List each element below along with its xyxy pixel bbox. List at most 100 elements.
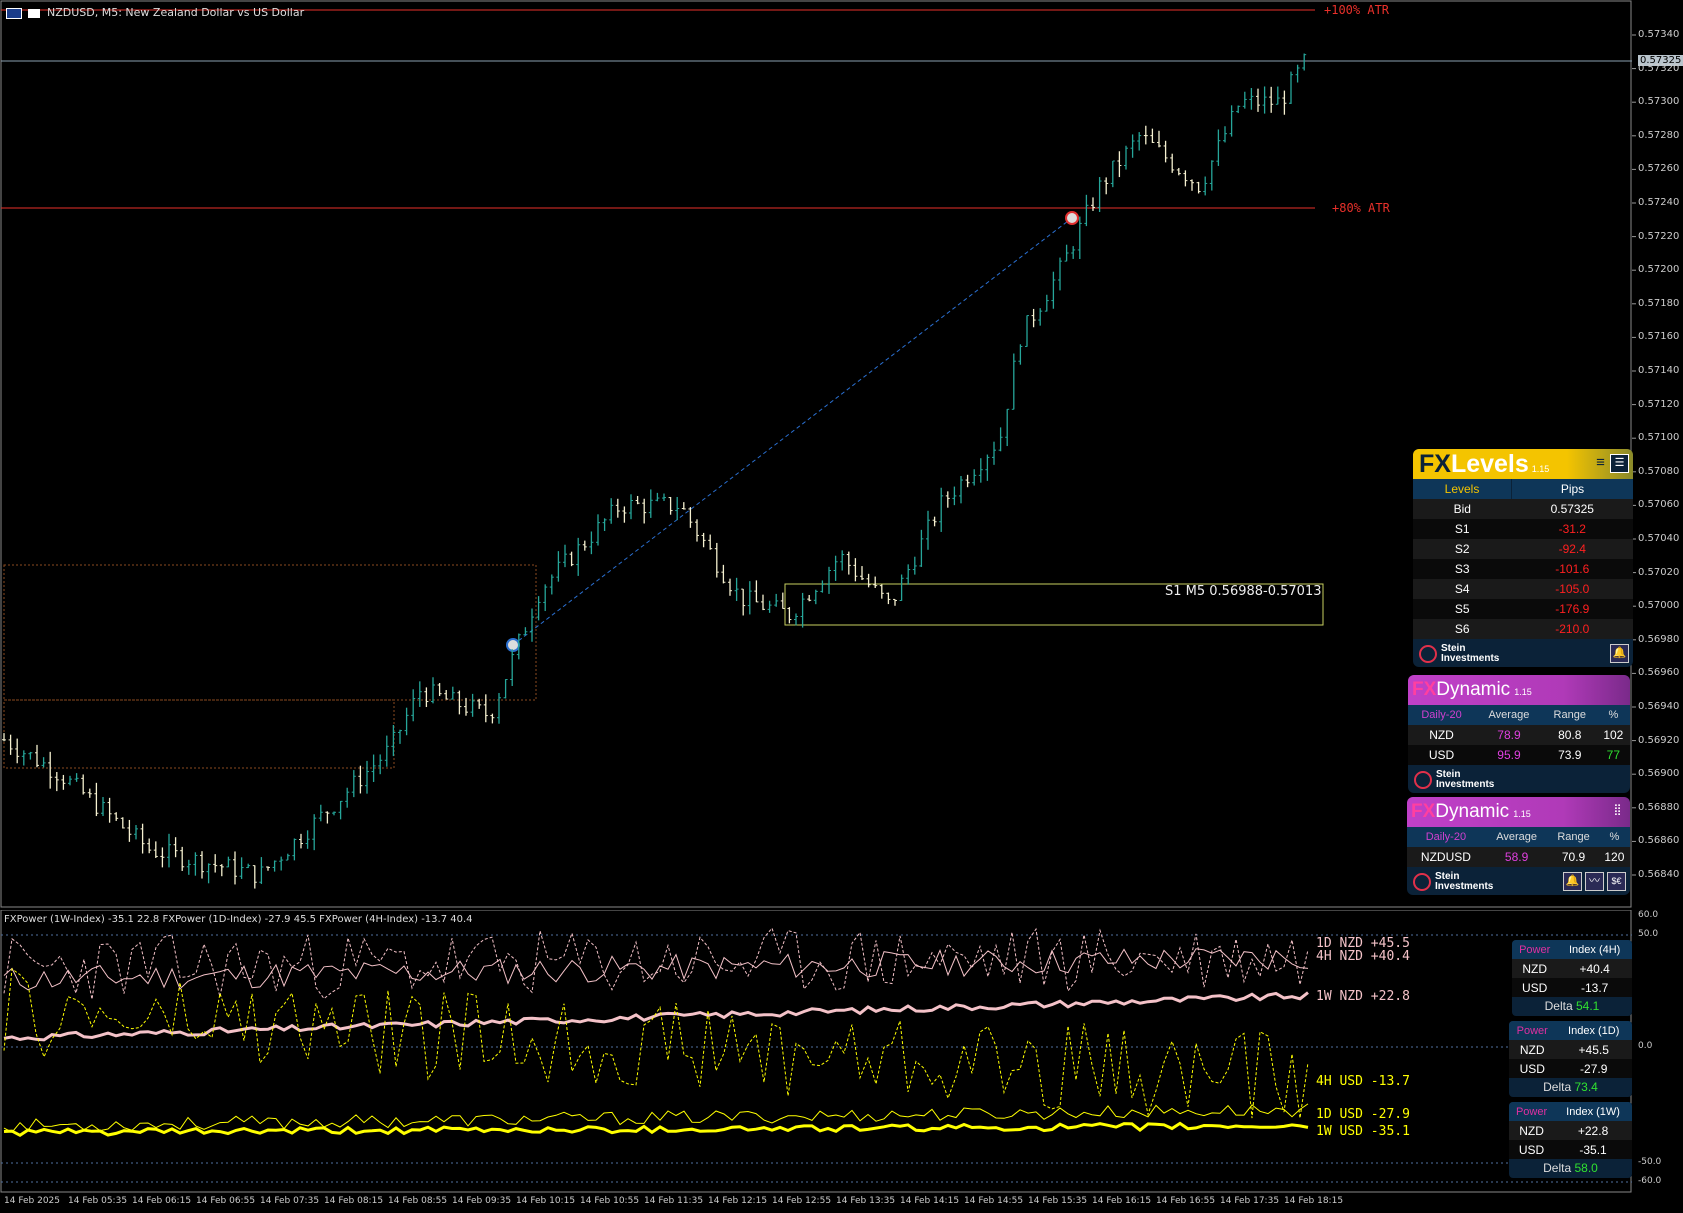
s1-zone-label: S1 M5 0.56988-0.57013 [1165, 584, 1322, 599]
usd-power: -27.9 [1555, 1059, 1632, 1078]
power-header: Power [1509, 1021, 1556, 1040]
subwindow-tick-label: 60.0 [1638, 910, 1659, 920]
usd-power: -35.1 [1554, 1140, 1632, 1159]
nzd-power: +22.8 [1554, 1121, 1632, 1140]
nzd-power: +40.4 [1557, 959, 1632, 978]
stein-investments-logo: Stein Investments [1414, 770, 1494, 790]
nzd-1w-line [3, 991, 1309, 1042]
zone-box [3, 699, 395, 769]
atr-100-label: +100% ATR [1324, 3, 1390, 17]
price-tick-label: 0.57040 [1638, 533, 1680, 544]
usd-label: USD [1512, 978, 1558, 997]
price-tick-label: 0.57000 [1638, 600, 1680, 612]
fxdynamic-panel-currencies[interactable]: FXDynamic 1.15 Daily-20 Average Range% NZD 7… [1408, 675, 1630, 793]
fxpower-panel-1d[interactable]: Power Index (1D) NZD +45.5 USD -27.9 Delta … [1509, 1021, 1632, 1097]
price-chart[interactable] [0, 0, 1683, 910]
time-tick-label: 14 Feb 2025 [4, 1196, 61, 1206]
index-header: Index (1D) [1555, 1021, 1632, 1040]
power-header: Power [1512, 940, 1558, 959]
range-value: 80.8 [1542, 725, 1597, 745]
fxpower-panel-4h[interactable]: Power Index (4H) NZD +40.4 USD -13.7 Delta … [1512, 940, 1632, 1016]
price-tick-label: 0.57280 [1638, 129, 1680, 141]
price-tick-label: 0.57060 [1638, 499, 1680, 511]
minimize-panel-icon[interactable]: ☰ [1610, 454, 1629, 473]
price-tick-label: 0.57340 [1638, 29, 1680, 40]
hamburger-menu-icon[interactable]: ≡ [1596, 454, 1605, 471]
fxdynamic-footer: Stein Investments [1408, 765, 1630, 793]
level-value: -210.0 [1511, 619, 1633, 639]
fxlevels-header: FXLevels 1.15 ≡ ☰ [1413, 449, 1633, 479]
price-tick-label: 0.57320 [1638, 62, 1680, 74]
time-tick-label: 14 Feb 08:55 [388, 1196, 448, 1206]
level-name: S1 [1413, 519, 1512, 539]
level-name: Bid [1413, 499, 1512, 519]
price-tick-label: 0.57300 [1638, 96, 1680, 108]
level-value: -105.0 [1511, 579, 1633, 599]
level-value: -31.2 [1511, 519, 1633, 539]
price-tick-label: 0.57240 [1638, 197, 1680, 208]
average-value: 58.9 [1484, 847, 1549, 867]
col-pct-header: % [1596, 705, 1630, 725]
time-tick-label: 14 Feb 18:15 [1284, 1196, 1344, 1206]
time-tick-label: 14 Feb 15:35 [1028, 1196, 1088, 1206]
stein-logo-icon [1419, 645, 1437, 663]
power-header: Power [1509, 1102, 1555, 1121]
stein-investments-logo: Stein Investments [1413, 872, 1493, 892]
average-value: 95.9 [1475, 745, 1543, 765]
price-tick-label: 0.57120 [1638, 398, 1680, 410]
usd-1d-line [3, 1103, 1309, 1133]
delta-row: Delta 73.4 [1543, 1080, 1598, 1094]
flag-icon [6, 7, 22, 19]
fxdynamic-panel-pair[interactable]: FXDynamic 1.15 ⣿ Daily-20 Average Range% NZ… [1407, 797, 1630, 895]
price-tick-label: 0.56880 [1638, 801, 1680, 813]
fxlevels-footer: Stein Investments 🔔 [1413, 639, 1633, 667]
delta-value: 54.1 [1576, 999, 1600, 1013]
fxpower-subwindow[interactable] [0, 910, 1683, 1213]
col-levels-header: Levels [1413, 479, 1513, 499]
level-name: S4 [1413, 579, 1512, 599]
fxdynamic-header: FXDynamic 1.15 ⣿ [1407, 797, 1630, 827]
chart-frame [0, 0, 1632, 908]
chart-bars-icon[interactable]: ⣿ [1613, 804, 1622, 816]
usd-4h-line [3, 967, 1309, 1119]
delta-row: Delta 54.1 [1544, 999, 1600, 1013]
subwindow-tick-label: 50.0 [1638, 929, 1659, 939]
level-value: -92.4 [1511, 539, 1633, 559]
trend-line [512, 217, 1073, 646]
price-tick-label: 0.57080 [1638, 465, 1680, 477]
range-value: 73.9 [1542, 745, 1597, 765]
fxlevels-panel[interactable]: FXLevels 1.15 ≡ ☰ Levels Pips Bid 0.57325 S… [1413, 449, 1633, 667]
label-4h-nzd: 4H NZD +40.4 [1316, 949, 1410, 964]
chart-menu-icon[interactable] [27, 8, 40, 18]
time-tick-label: 14 Feb 06:55 [196, 1196, 256, 1206]
time-tick-label: 14 Feb 11:35 [644, 1196, 704, 1206]
fxpower-panel-1w[interactable]: Power Index (1W) NZD +22.8 USD -35.1 Delta … [1509, 1102, 1632, 1178]
nzd-label: NZD [1509, 1040, 1556, 1059]
line-chart-icon[interactable]: 〰 [1585, 872, 1604, 891]
atr-80-label: +80% ATR [1332, 201, 1390, 215]
nzd-power: +45.5 [1555, 1040, 1632, 1059]
price-tick-label: 0.56900 [1638, 768, 1680, 780]
time-tick-label: 14 Feb 13:35 [836, 1196, 896, 1206]
fxdynamic-header: FXDynamic 1.15 [1408, 675, 1630, 705]
subwindow-tick-label: 0.0 [1638, 1041, 1653, 1051]
time-tick-label: 14 Feb 12:15 [708, 1196, 768, 1206]
col-daily-header: Daily-20 [1408, 705, 1476, 725]
currency-switch-icon[interactable]: $€ [1607, 872, 1626, 891]
nzd-label: NZD [1512, 959, 1558, 978]
alert-bell-icon[interactable]: 🔔 [1563, 872, 1582, 891]
nzd-label: NZD [1509, 1121, 1555, 1140]
current-price-tag: 0.57325 [1638, 55, 1683, 66]
time-tick-label: 14 Feb 07:35 [260, 1196, 320, 1206]
stein-logo-icon [1414, 771, 1432, 789]
subwindow-title: FXPower (1W-Index) -35.1 22.8 FXPower (1… [4, 914, 473, 925]
time-tick-label: 14 Feb 17:35 [1220, 1196, 1280, 1206]
price-tick-label: 0.57020 [1638, 566, 1680, 578]
currency-name: NZD [1408, 725, 1476, 745]
price-tick-label: 0.56840 [1638, 869, 1680, 880]
alert-bell-icon[interactable]: 🔔 [1610, 644, 1629, 663]
label-1d-nzd: 1D NZD +45.5 [1316, 936, 1410, 951]
stein-investments-logo: Stein Investments [1419, 644, 1499, 664]
level-name: S3 [1413, 559, 1512, 579]
price-tick-label: 0.56980 [1638, 633, 1680, 645]
